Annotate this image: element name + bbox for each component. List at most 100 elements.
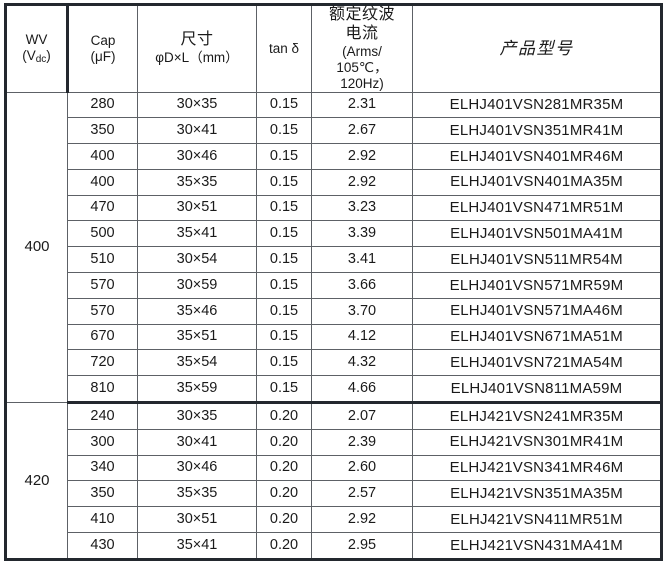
product-model-cell: ELHJ401VSN401MR46M — [412, 143, 662, 170]
ripple-current-cell: 2.92 — [311, 168, 413, 196]
ripple-current-cell: 4.66 — [311, 375, 413, 404]
product-model-cell: ELHJ401VSN501MA41M — [412, 220, 662, 248]
wv-unit-subscript: dc — [35, 53, 47, 65]
ripple-current-cell: 2.92 — [311, 143, 413, 170]
ripple-header-line5: 120Hz) — [340, 75, 384, 91]
product-model-cell: ELHJ421VSN351MA35M — [412, 480, 662, 508]
product-model-cell: ELHJ421VSN341MR46M — [412, 454, 662, 482]
column-header-dimensions: 尺寸 φD×L（mm） — [137, 4, 257, 93]
table-row: 510 30×54 0.15 3.41 ELHJ401VSN511MR54M — [6, 246, 662, 273]
dimensions-cell: 35×35 — [137, 480, 257, 508]
tan-delta-cell: 0.20 — [256, 454, 312, 482]
product-model-cell: ELHJ421VSN241MR35M — [412, 401, 662, 430]
capacitance-cell: 240 — [67, 401, 138, 430]
dimensions-cell: 30×41 — [137, 117, 257, 145]
tan-delta-cell: 0.15 — [256, 168, 312, 196]
column-header-rated-ripple-current: 额定纹波 电流 (Arms/ 105℃， 120Hz) — [311, 4, 413, 93]
tan-delta-cell: 0.15 — [256, 91, 312, 119]
product-model-cell: ELHJ401VSN401MA35M — [412, 168, 662, 196]
capacitance-cell: 430 — [67, 531, 138, 560]
table-row: 810 35×59 0.15 4.66 ELHJ401VSN811MA59M — [6, 375, 662, 404]
column-header-tan-delta: tan δ — [256, 4, 312, 93]
capacitance-cell: 400 — [67, 168, 138, 196]
tan-delta-cell: 0.20 — [256, 401, 312, 430]
wv-paren-close: ) — [46, 47, 51, 63]
tan-delta-cell: 0.15 — [256, 143, 312, 170]
ripple-current-cell: 4.12 — [311, 323, 413, 351]
cap-header-line1: Cap — [90, 32, 116, 48]
capacitance-cell: 500 — [67, 220, 138, 248]
product-model-cell: ELHJ401VSN811MA59M — [412, 375, 662, 404]
model-header-line1: 产品型号 — [499, 38, 574, 58]
column-header-capacitance: Cap (μF) — [67, 4, 138, 93]
product-model-cell: ELHJ401VSN351MR41M — [412, 117, 662, 145]
table-row: 350 35×35 0.20 2.57 ELHJ421VSN351MA35M — [6, 480, 662, 508]
capacitance-cell: 300 — [67, 428, 138, 456]
capacitance-cell: 280 — [67, 91, 138, 119]
tan-delta-cell: 0.15 — [256, 271, 312, 299]
dimensions-cell: 35×59 — [137, 375, 257, 404]
table-row: 570 30×59 0.15 3.66 ELHJ401VSN571MR59M — [6, 271, 662, 299]
capacitance-cell: 340 — [67, 454, 138, 482]
product-model-cell: ELHJ421VSN431MA41M — [412, 531, 662, 560]
capacitance-cell: 570 — [67, 297, 138, 325]
column-header-product-model: 产品型号 — [412, 4, 662, 93]
tan-delta-cell: 0.20 — [256, 480, 312, 508]
dimensions-cell: 35×51 — [137, 323, 257, 351]
dimensions-cell: 35×41 — [137, 531, 257, 560]
product-model-cell: ELHJ421VSN301MR41M — [412, 428, 662, 456]
ripple-current-cell: 2.31 — [311, 91, 413, 119]
capacitor-specification-table: WV (Vdc) Cap (μF) 尺寸 φD×L（mm） tan δ 额定纹波… — [4, 3, 663, 561]
dimensions-cell: 30×54 — [137, 246, 257, 273]
table-row: 400 30×46 0.15 2.92 ELHJ401VSN401MR46M — [6, 143, 662, 170]
tan-delta-cell: 0.15 — [256, 323, 312, 351]
tan-delta-cell: 0.15 — [256, 375, 312, 404]
product-model-cell: ELHJ401VSN721MA54M — [412, 349, 662, 377]
table-row: 410 30×51 0.20 2.92 ELHJ421VSN411MR51M — [6, 506, 662, 533]
ripple-current-cell: 2.67 — [311, 117, 413, 145]
ripple-current-cell: 3.66 — [311, 271, 413, 299]
capacitance-cell: 470 — [67, 194, 138, 222]
table-row: 400 35×35 0.15 2.92 ELHJ401VSN401MA35M — [6, 168, 662, 196]
table-row: 720 35×54 0.15 4.32 ELHJ401VSN721MA54M — [6, 349, 662, 377]
table-row: 400 280 30×35 0.15 2.31 ELHJ401VSN281MR35M — [5, 91, 662, 403]
ripple-current-cell: 2.07 — [311, 401, 413, 430]
product-model-cell: ELHJ401VSN571MR59M — [412, 271, 662, 299]
ripple-header-line1: 额定纹波 — [328, 6, 395, 23]
table-row: 570 35×46 0.15 3.70 ELHJ401VSN571MA46M — [6, 297, 662, 325]
capacitance-cell: 400 — [67, 143, 138, 170]
wv-header-line2: (Vdc) — [7, 48, 66, 66]
ripple-current-cell: 3.41 — [311, 246, 413, 273]
tan-delta-cell: 0.15 — [256, 117, 312, 145]
ripple-header-line4: 105℃， — [336, 59, 388, 75]
table-row: 350 30×41 0.15 2.67 ELHJ401VSN351MR41M — [6, 117, 662, 145]
capacitance-cell: 410 — [67, 506, 138, 533]
tan-header-line1: tan δ — [268, 40, 300, 56]
wv-unit: V — [26, 47, 36, 63]
ripple-current-cell: 2.60 — [311, 454, 413, 482]
size-header-line1: 尺寸 — [180, 31, 214, 49]
wv-paren-open: ( — [22, 47, 27, 63]
capacitance-cell: 510 — [67, 246, 138, 273]
dimensions-cell: 30×51 — [137, 506, 257, 533]
tan-delta-cell: 0.15 — [256, 246, 312, 273]
wv-header-line1: WV — [25, 32, 48, 47]
dimensions-cell: 35×35 — [137, 168, 257, 196]
capacitance-cell: 720 — [67, 349, 138, 377]
header-row: WV (Vdc) Cap (μF) 尺寸 φD×L（mm） tan δ 额定纹波… — [5, 4, 662, 93]
table-row: 430 35×41 0.20 2.95 ELHJ421VSN431MA41M — [6, 531, 662, 560]
ripple-current-cell: 3.39 — [311, 220, 413, 248]
dimensions-cell: 35×46 — [137, 297, 257, 325]
ripple-current-cell: 2.57 — [311, 480, 413, 508]
product-model-cell: ELHJ421VSN411MR51M — [412, 506, 662, 533]
product-model-cell: ELHJ401VSN511MR54M — [412, 246, 662, 273]
dimensions-cell: 35×54 — [137, 349, 257, 377]
product-model-cell: ELHJ401VSN281MR35M — [412, 91, 662, 119]
product-model-cell: ELHJ401VSN471MR51M — [412, 194, 662, 222]
dimensions-cell: 35×41 — [137, 220, 257, 248]
working-voltage-cell: 420 — [5, 401, 68, 561]
column-header-working-voltage: WV (Vdc) — [5, 4, 69, 93]
ripple-current-cell: 2.39 — [311, 428, 413, 456]
dimensions-cell: 30×46 — [137, 454, 257, 482]
